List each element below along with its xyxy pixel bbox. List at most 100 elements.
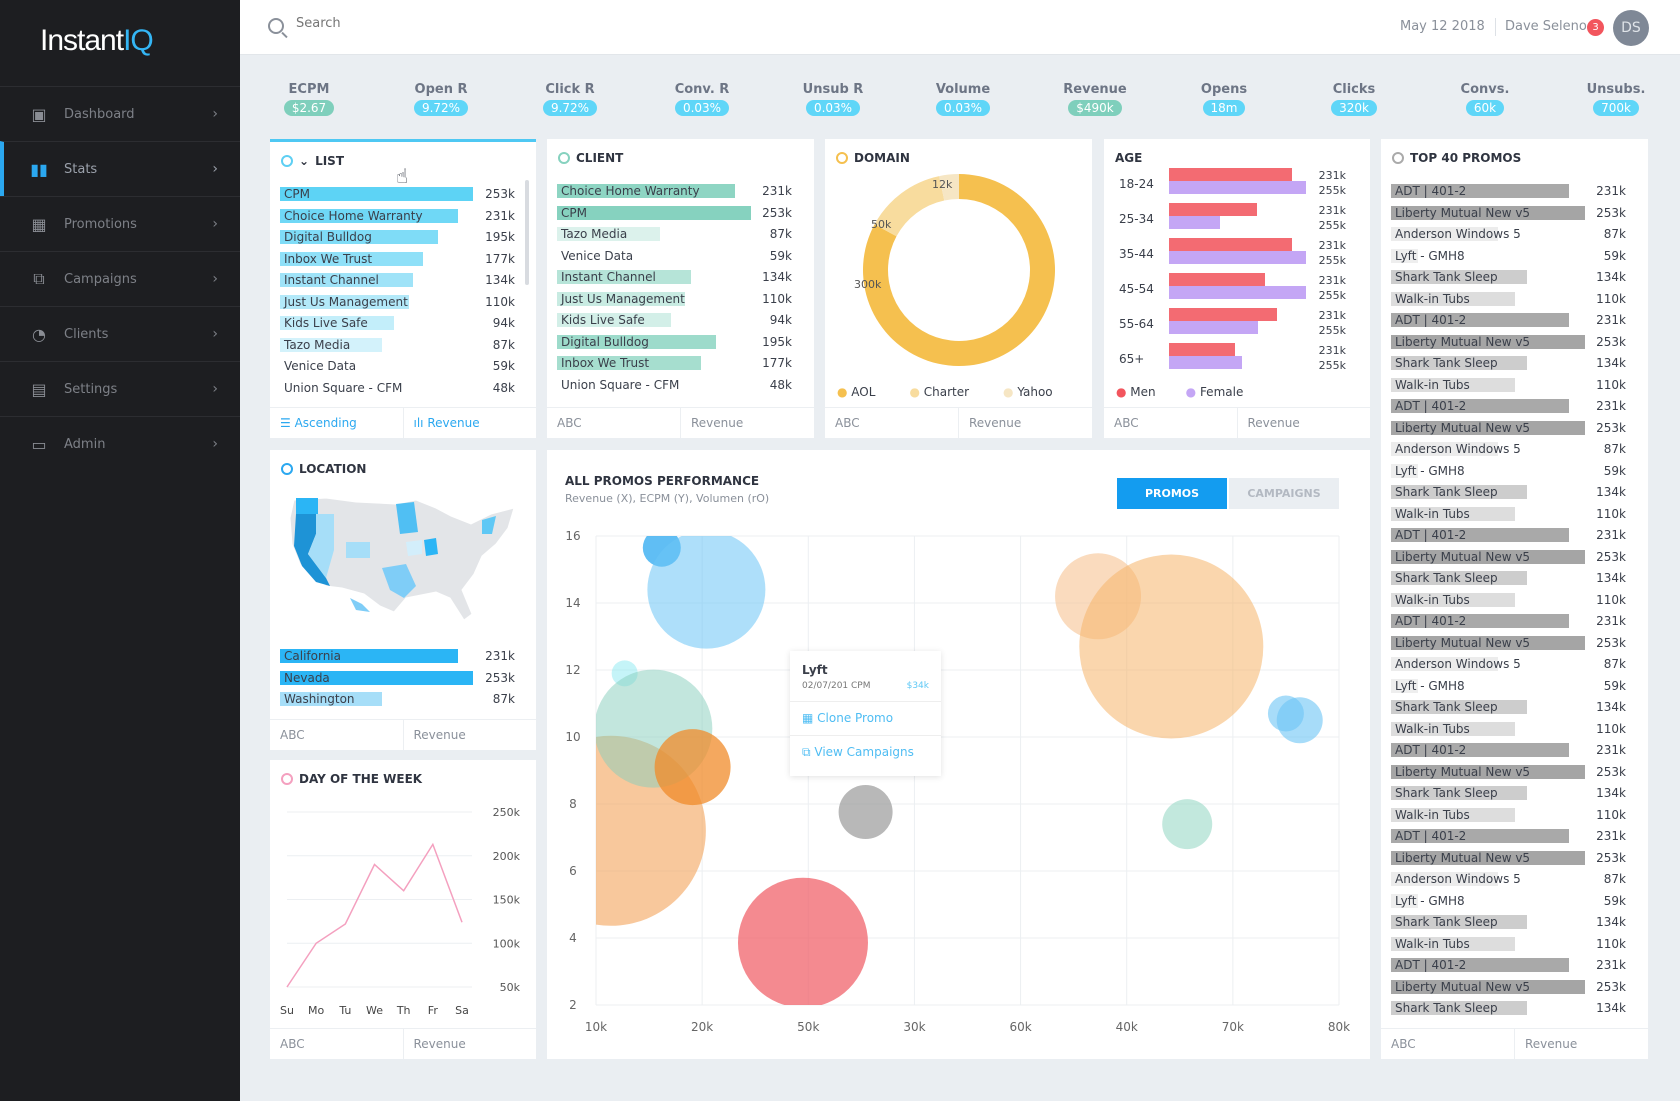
search-input[interactable]	[296, 16, 596, 31]
kpi-conv-r[interactable]: Conv. R 0.03%	[642, 82, 762, 116]
list-item[interactable]: Shark Tank Sleep 134k	[1391, 911, 1626, 933]
list-item[interactable]: Shark Tank Sleep 134k	[1391, 782, 1626, 804]
kpi-convs-[interactable]: Convs. 60k	[1425, 82, 1545, 116]
view-campaigns-button[interactable]: ⧉ View Campaigns	[802, 745, 914, 760]
bubble[interactable]	[838, 785, 893, 840]
kpi-click-r[interactable]: Click R 9.72%	[510, 82, 630, 116]
sort-abc-button[interactable]: ABC	[557, 416, 582, 430]
bubble[interactable]	[1162, 799, 1213, 850]
list-item[interactable]: Liberty Mutual New v5 253k	[1391, 331, 1626, 353]
revenue-button[interactable]: Revenue	[402, 1029, 537, 1059]
female-bar[interactable]	[1169, 181, 1306, 194]
kpi-volume[interactable]: Volume 0.03%	[903, 82, 1023, 116]
line-point[interactable]	[460, 920, 464, 924]
kpi-ecpm[interactable]: ECPM $2.67	[249, 82, 369, 116]
line-point[interactable]	[343, 922, 347, 926]
bubble[interactable]	[654, 729, 731, 806]
list-item[interactable]: Shark Tank Sleep 134k	[1391, 567, 1626, 589]
list-item[interactable]: ADT | 401-2 231k	[1391, 180, 1626, 202]
logo[interactable]: InstantIQ	[40, 24, 154, 57]
sort-ascending-button[interactable]: ☰ Ascending	[270, 408, 403, 438]
list-item[interactable]: Kids Live Safe 94k	[557, 309, 792, 331]
list-item[interactable]: Choice Home Warranty 231k	[280, 205, 515, 227]
list-item[interactable]: Walk-in Tubs 110k	[1391, 589, 1626, 611]
female-bar[interactable]	[1169, 216, 1220, 229]
user-name[interactable]: Dave Seleno	[1505, 19, 1587, 34]
list-item[interactable]: Nevada 253k	[280, 667, 515, 689]
revenue-button[interactable]: ılı Revenue	[402, 408, 537, 438]
list-item[interactable]: Choice Home Warranty 231k	[557, 180, 792, 202]
list-item[interactable]: Shark Tank Sleep 134k	[1391, 352, 1626, 374]
clone-promo-button[interactable]: ▦ Clone Promo	[802, 711, 893, 725]
list-item[interactable]: Liberty Mutual New v5 253k	[1391, 976, 1626, 998]
list-item[interactable]: ADT | 401-2 231k	[1391, 954, 1626, 976]
list-item[interactable]: Union Square - CFM 48k	[280, 377, 515, 399]
list-item[interactable]: Walk-in Tubs 110k	[1391, 933, 1626, 955]
sidebar-item-dashboard[interactable]: ▣ Dashboard ›	[0, 86, 240, 141]
list-item[interactable]: Inbox We Trust 177k	[557, 352, 792, 374]
sort-abc-button[interactable]: ABC	[280, 1037, 305, 1051]
female-bar[interactable]	[1169, 251, 1306, 264]
revenue-button[interactable]: Revenue	[958, 408, 1092, 438]
list-item[interactable]: Liberty Mutual New v5 253k	[1391, 546, 1626, 568]
female-bar[interactable]	[1169, 321, 1259, 334]
avatar[interactable]: DS	[1613, 10, 1649, 46]
list-item[interactable]: ADT | 401-2 231k	[1391, 610, 1626, 632]
list-item[interactable]: CPM 253k	[557, 202, 792, 224]
list-item[interactable]: Lyft - GMH8 59k	[1391, 460, 1626, 482]
sort-abc-button[interactable]: ABC	[835, 416, 860, 430]
sort-abc-button[interactable]: ABC	[1114, 416, 1139, 430]
list-item[interactable]: Kids Live Safe 94k	[280, 312, 515, 334]
list-item[interactable]: CPM 253k	[280, 183, 515, 205]
list-item[interactable]: Digital Bulldog 195k	[557, 331, 792, 353]
list-item[interactable]: Liberty Mutual New v5 253k	[1391, 847, 1626, 869]
list-item[interactable]: Digital Bulldog 195k	[280, 226, 515, 248]
list-item[interactable]: Instant Channel 134k	[557, 266, 792, 288]
list-item[interactable]: Shark Tank Sleep 134k	[1391, 266, 1626, 288]
kpi-opens[interactable]: Opens 18m	[1164, 82, 1284, 116]
list-item[interactable]: Lyft - GMH8 59k	[1391, 245, 1626, 267]
list-item[interactable]: Venice Data 59k	[557, 245, 792, 267]
list-item[interactable]: ADT | 401-2 231k	[1391, 739, 1626, 761]
men-bar[interactable]	[1169, 308, 1278, 321]
line-point[interactable]	[285, 985, 289, 989]
list-item[interactable]: Walk-in Tubs 110k	[1391, 374, 1626, 396]
revenue-button[interactable]: Revenue	[1514, 1029, 1648, 1059]
sidebar-item-settings[interactable]: ▤ Settings ›	[0, 361, 240, 416]
list-item[interactable]: Walk-in Tubs 110k	[1391, 804, 1626, 826]
sidebar-item-admin[interactable]: ▭ Admin ›	[0, 416, 240, 471]
list-item[interactable]: ADT | 401-2 231k	[1391, 825, 1626, 847]
list-item[interactable]: Anderson Windows 5 87k	[1391, 438, 1626, 460]
sort-abc-button[interactable]: ABC	[1391, 1037, 1416, 1051]
list-item[interactable]: Just Us Management 110k	[280, 291, 515, 313]
kpi-unsubs-[interactable]: Unsubs. 700k	[1556, 82, 1676, 116]
list-item[interactable]: Walk-in Tubs 110k	[1391, 718, 1626, 740]
scrollbar[interactable]	[525, 180, 529, 285]
list-item[interactable]: Walk-in Tubs 110k	[1391, 503, 1626, 525]
us-map[interactable]	[286, 494, 522, 626]
men-bar[interactable]	[1169, 203, 1257, 216]
list-item[interactable]: ADT | 401-2 231k	[1391, 395, 1626, 417]
line-point[interactable]	[314, 941, 318, 945]
men-bar[interactable]	[1169, 168, 1293, 181]
list-item[interactable]: Tazo Media 87k	[557, 223, 792, 245]
line-point[interactable]	[431, 842, 435, 846]
list-item[interactable]: Shark Tank Sleep 134k	[1391, 997, 1626, 1019]
list-item[interactable]: Just Us Management 110k	[557, 288, 792, 310]
list-item[interactable]: Inbox We Trust 177k	[280, 248, 515, 270]
list-item[interactable]: Anderson Windows 5 87k	[1391, 868, 1626, 890]
list-item[interactable]: Anderson Windows 5 87k	[1391, 223, 1626, 245]
notification-badge[interactable]: 3	[1587, 19, 1604, 36]
list-item[interactable]: Shark Tank Sleep 134k	[1391, 481, 1626, 503]
kpi-revenue[interactable]: Revenue $490k	[1035, 82, 1155, 116]
sidebar-item-clients[interactable]: ◔ Clients ›	[0, 306, 240, 361]
tab-campaigns[interactable]: CAMPAIGNS	[1229, 478, 1339, 509]
list-item[interactable]: Union Square - CFM 48k	[557, 374, 792, 396]
donut-slice-charter[interactable]	[874, 176, 945, 237]
line-point[interactable]	[373, 863, 377, 867]
kpi-unsub-r[interactable]: Unsub R 0.03%	[773, 82, 893, 116]
list-item[interactable]: Shark Tank Sleep 134k	[1391, 696, 1626, 718]
female-bar[interactable]	[1169, 356, 1242, 369]
revenue-button[interactable]: Revenue	[1236, 408, 1371, 438]
female-bar[interactable]	[1169, 286, 1306, 299]
